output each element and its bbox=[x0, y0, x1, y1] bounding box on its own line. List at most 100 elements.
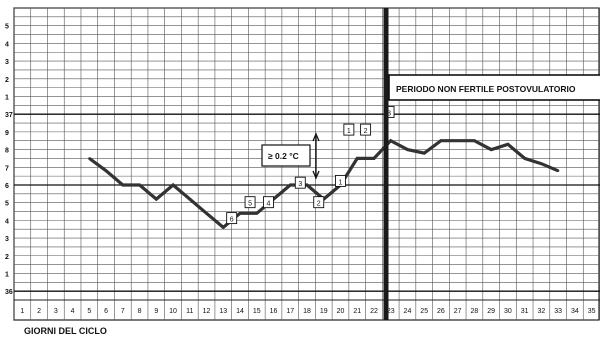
temperature-point bbox=[238, 212, 242, 215]
y-tick-label: 5 bbox=[5, 24, 9, 31]
temperature-point bbox=[289, 183, 292, 187]
temperature-series bbox=[88, 138, 560, 230]
sign-marker-label: 1 bbox=[347, 128, 351, 135]
x-tick-label: 15 bbox=[253, 308, 261, 315]
temperature-point bbox=[540, 162, 543, 165]
y-tick-label: 3 bbox=[5, 59, 9, 66]
x-tick-label: 11 bbox=[186, 308, 193, 315]
temperature-point bbox=[255, 212, 258, 215]
x-tick-label: 13 bbox=[219, 308, 227, 315]
x-tick-label: 3 bbox=[54, 308, 58, 315]
x-tick-label: 9 bbox=[154, 308, 158, 315]
temperature-point bbox=[389, 139, 392, 142]
x-axis-label: GIORNI DEL CICLO bbox=[24, 326, 107, 336]
x-axis-ticks: 1 2 3 4 5 6 7 8 9 10 11 12 13 14 15 16 17 18 19 20 21 22 23 24 2… bbox=[20, 308, 595, 315]
x-tick-label: 29 bbox=[487, 308, 495, 315]
x-tick-label: 27 bbox=[454, 308, 462, 315]
y-axis-ticks: 5 4 3 2 1 37 9 8 7 6 5 4 3 2 1 36 bbox=[5, 24, 13, 296]
x-tick-label: 21 bbox=[353, 308, 361, 315]
temperature-point bbox=[372, 157, 376, 160]
x-tick-label: 16 bbox=[270, 308, 278, 315]
y-tick-label: 36 bbox=[5, 289, 13, 296]
x-tick-label: 25 bbox=[420, 308, 428, 315]
y-tick-label: 1 bbox=[5, 271, 9, 278]
shift-annotation-label: ≥ 0.2 °C bbox=[268, 151, 299, 161]
y-tick-label: 3 bbox=[5, 236, 9, 243]
x-tick-label: 1 bbox=[20, 308, 24, 315]
temperature-point bbox=[104, 169, 108, 173]
temperature-point bbox=[222, 226, 225, 229]
x-tick-label: 7 bbox=[121, 308, 125, 315]
x-tick-label: 6 bbox=[104, 308, 108, 315]
x-tick-label: 23 bbox=[387, 308, 395, 315]
temperature-point bbox=[188, 197, 191, 201]
y-tick-label: 4 bbox=[5, 41, 9, 48]
y-tick-label: 6 bbox=[5, 183, 9, 190]
temperature-point bbox=[406, 148, 409, 151]
sign-marker-box bbox=[244, 196, 256, 209]
x-tick-label: 5 bbox=[87, 308, 91, 315]
temperature-point bbox=[155, 197, 158, 201]
sign-marker-label: 1 bbox=[339, 179, 343, 186]
temperature-point bbox=[423, 151, 426, 155]
x-tick-label: 31 bbox=[521, 308, 529, 315]
x-tick-label: 10 bbox=[169, 308, 177, 315]
temperature-line bbox=[88, 138, 559, 230]
sign-marker: 1 bbox=[343, 123, 355, 136]
sign-marker: 6 bbox=[226, 212, 238, 225]
sign-marker: 2 bbox=[360, 123, 372, 136]
sign-marker-label: 4 bbox=[267, 201, 271, 208]
sign-marker-box bbox=[335, 174, 346, 187]
temperature-point bbox=[88, 157, 91, 160]
sign-marker: 4 bbox=[263, 196, 274, 209]
temperature-point bbox=[489, 148, 493, 151]
sign-marker-box bbox=[294, 176, 306, 189]
y-tick-label: 5 bbox=[5, 201, 9, 208]
sign-marker-label: 2 bbox=[317, 201, 321, 208]
shift-annotation: ≥ 0.2 °C bbox=[261, 132, 320, 180]
sign-marker-box bbox=[313, 196, 325, 209]
sign-markers: 1 1 2 2 3 3 5 4 6 bbox=[226, 105, 395, 225]
temperature-point bbox=[205, 212, 208, 215]
y-tick-label: 7 bbox=[5, 165, 9, 172]
sign-marker-label: 3 bbox=[387, 110, 391, 117]
sign-marker: 3 bbox=[294, 176, 306, 189]
y-tick-label: 37 bbox=[5, 112, 13, 119]
x-tick-label: 35 bbox=[588, 308, 596, 315]
sign-marker-box bbox=[263, 196, 274, 209]
y-tick-label: 9 bbox=[5, 130, 9, 137]
sign-marker-label: 2 bbox=[364, 128, 368, 135]
infertile-period-label-box: PERIODO NON FERTILE POSTOVULATORIO bbox=[388, 74, 600, 101]
x-tick-label: 14 bbox=[236, 308, 244, 315]
y-tick-label: 2 bbox=[5, 77, 9, 84]
temperature-point bbox=[456, 139, 459, 142]
sign-marker-label: 3 bbox=[298, 181, 302, 188]
temperature-point bbox=[556, 169, 560, 173]
y-tick-label: 1 bbox=[5, 94, 9, 101]
sign-marker-label: 5 bbox=[248, 201, 252, 208]
infertile-period-label: PERIODO NON FERTILE POSTOVULATORIO bbox=[396, 84, 576, 94]
x-tick-label: 12 bbox=[203, 308, 211, 315]
x-tick-label: 33 bbox=[554, 308, 562, 315]
sign-marker-box bbox=[360, 123, 372, 136]
y-tick-label: 2 bbox=[5, 254, 9, 261]
x-tick-label: 30 bbox=[504, 308, 512, 315]
x-tick-label: 20 bbox=[337, 308, 345, 315]
x-tick-label: 18 bbox=[303, 308, 311, 315]
x-tick-label: 4 bbox=[71, 308, 75, 315]
x-tick-label: 22 bbox=[370, 308, 378, 315]
temperature-point bbox=[439, 139, 443, 142]
temperature-point bbox=[473, 139, 476, 142]
sign-marker-box bbox=[226, 212, 238, 225]
x-tick-label: 24 bbox=[404, 308, 412, 315]
x-tick-label: 2 bbox=[37, 308, 41, 315]
sign-marker: 5 bbox=[244, 196, 256, 209]
temperature-point bbox=[506, 143, 510, 146]
sign-marker-label: 6 bbox=[230, 217, 234, 224]
x-tick-label: 28 bbox=[471, 308, 479, 315]
temperature-point bbox=[356, 157, 359, 160]
temperature-point bbox=[171, 183, 175, 187]
temperature-point bbox=[138, 183, 141, 187]
sign-marker: 2 bbox=[313, 196, 325, 209]
